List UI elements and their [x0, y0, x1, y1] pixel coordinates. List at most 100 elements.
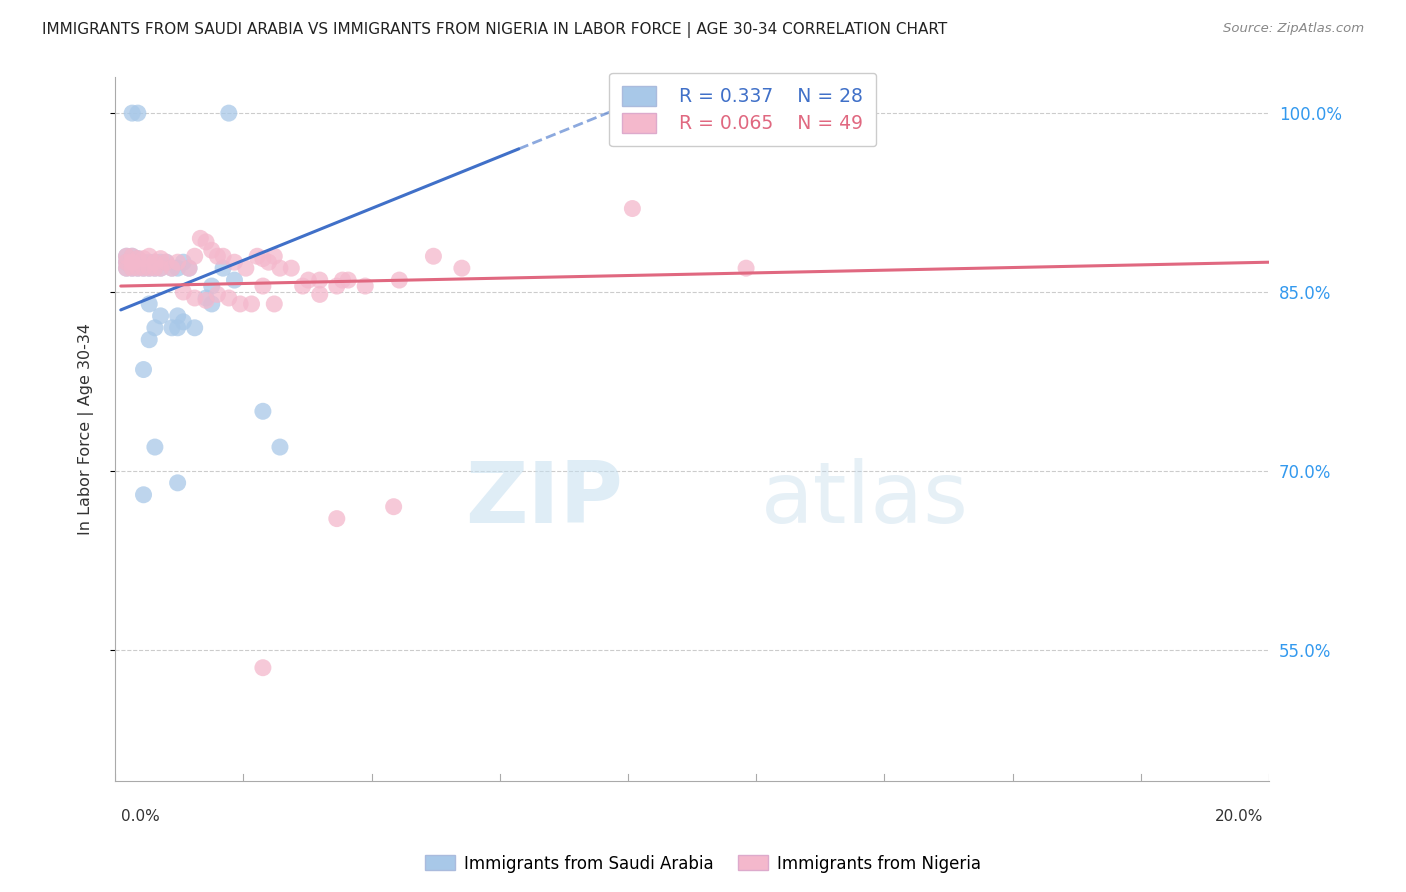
Point [115, 261, 138, 276]
Point [218, 291, 240, 305]
Point [121, 261, 143, 276]
Point [207, 287, 229, 301]
Point [115, 255, 138, 269]
Point [143, 255, 166, 269]
Point [235, 261, 257, 276]
Point [121, 249, 143, 263]
Point [252, 252, 274, 266]
Point [132, 488, 155, 502]
Point [252, 404, 274, 418]
Point [149, 309, 172, 323]
Point [297, 273, 319, 287]
Text: ZIP: ZIP [465, 458, 623, 541]
Point [160, 261, 183, 276]
Point [172, 285, 194, 299]
Point [121, 255, 143, 269]
Point [201, 244, 224, 258]
Point [218, 106, 240, 120]
Point [160, 261, 183, 276]
Point [138, 297, 160, 311]
Legend: Immigrants from Saudi Arabia, Immigrants from Nigeria: Immigrants from Saudi Arabia, Immigrants… [419, 848, 987, 880]
Point [792, 106, 814, 120]
Point [166, 309, 188, 323]
Point [115, 261, 138, 276]
Point [183, 320, 205, 334]
Point [382, 500, 405, 514]
Point [155, 255, 177, 269]
Point [280, 261, 302, 276]
Point [263, 249, 285, 263]
Point [177, 261, 200, 276]
Point [155, 255, 177, 269]
Y-axis label: In Labor Force | Age 30-34: In Labor Force | Age 30-34 [79, 323, 94, 535]
Point [149, 261, 172, 276]
Legend:   R = 0.337    N = 28,   R = 0.065    N = 49: R = 0.337 N = 28, R = 0.065 N = 49 [609, 72, 876, 146]
Point [132, 261, 155, 276]
Point [127, 252, 149, 266]
Point [149, 252, 172, 266]
Point [207, 249, 229, 263]
Point [138, 261, 160, 276]
Point [138, 261, 160, 276]
Point [138, 249, 160, 263]
Point [308, 287, 330, 301]
Point [212, 249, 235, 263]
Point [183, 249, 205, 263]
Point [166, 261, 188, 276]
Point [127, 252, 149, 266]
Text: 0.0%: 0.0% [121, 809, 159, 824]
Point [257, 255, 280, 269]
Point [177, 261, 200, 276]
Point [252, 279, 274, 293]
Point [115, 255, 138, 269]
Text: 20.0%: 20.0% [1215, 809, 1264, 824]
Point [127, 261, 149, 276]
Point [308, 273, 330, 287]
Point [149, 261, 172, 276]
Point [201, 297, 224, 311]
Point [115, 249, 138, 263]
Point [143, 261, 166, 276]
Point [735, 261, 758, 276]
Point [160, 320, 183, 334]
Point [269, 440, 291, 454]
Point [195, 293, 218, 308]
Point [132, 261, 155, 276]
Point [149, 255, 172, 269]
Point [224, 273, 246, 287]
Text: atlas: atlas [761, 458, 969, 541]
Point [269, 261, 291, 276]
Point [138, 255, 160, 269]
Point [143, 255, 166, 269]
Point [212, 261, 235, 276]
Point [143, 440, 166, 454]
Point [132, 255, 155, 269]
Point [121, 106, 143, 120]
Point [183, 291, 205, 305]
Point [450, 261, 472, 276]
Point [166, 255, 188, 269]
Point [143, 261, 166, 276]
Point [332, 273, 354, 287]
Point [246, 249, 269, 263]
Point [263, 297, 285, 311]
Point [201, 279, 224, 293]
Point [240, 297, 263, 311]
Point [132, 362, 155, 376]
Point [354, 279, 377, 293]
Point [121, 255, 143, 269]
Point [143, 320, 166, 334]
Point [621, 202, 644, 216]
Text: IMMIGRANTS FROM SAUDI ARABIA VS IMMIGRANTS FROM NIGERIA IN LABOR FORCE | AGE 30-: IMMIGRANTS FROM SAUDI ARABIA VS IMMIGRAN… [42, 22, 948, 38]
Point [172, 255, 194, 269]
Point [166, 320, 188, 334]
Point [127, 261, 149, 276]
Point [195, 291, 218, 305]
Point [132, 252, 155, 266]
Point [224, 255, 246, 269]
Point [127, 106, 149, 120]
Point [115, 249, 138, 263]
Point [166, 475, 188, 490]
Point [195, 235, 218, 249]
Point [127, 255, 149, 269]
